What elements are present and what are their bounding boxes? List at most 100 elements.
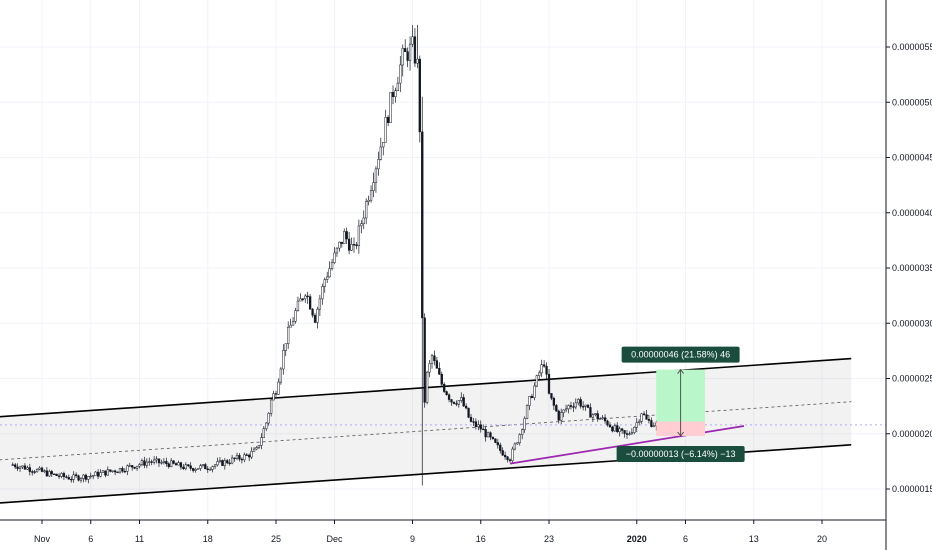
- candle-body: [496, 442, 499, 446]
- candle-body: [606, 420, 609, 426]
- candle-body: [589, 407, 592, 418]
- candle-body: [269, 399, 273, 414]
- time-tick-label: 11: [135, 534, 144, 544]
- candle-body: [489, 432, 492, 438]
- candle-body: [226, 460, 229, 464]
- candle-body: [191, 468, 195, 471]
- candle-body: [35, 469, 39, 473]
- candle-body: [430, 355, 434, 364]
- candle-body: [306, 295, 309, 297]
- candle-body: [11, 464, 14, 466]
- candle-body: [603, 417, 607, 422]
- candle-body: [628, 433, 631, 435]
- candle-body: [584, 404, 587, 407]
- candle-body: [106, 469, 109, 476]
- candle-body: [133, 466, 136, 469]
- candle-body: [516, 442, 519, 445]
- candle-body: [55, 473, 58, 477]
- candle-body: [477, 424, 480, 427]
- candle-body: [642, 413, 646, 415]
- candle-body: [469, 417, 473, 422]
- candle-body: [357, 225, 361, 247]
- candle-body: [411, 36, 414, 45]
- measure-arrow-up-icon: [677, 368, 684, 374]
- candle-body: [384, 117, 387, 143]
- candle-body: [389, 92, 392, 123]
- candle-body: [172, 460, 175, 464]
- candle-body: [474, 421, 478, 427]
- candle-body: [377, 159, 380, 170]
- candle-body: [557, 410, 560, 421]
- candle-body: [272, 393, 275, 401]
- time-axis[interactable]: Nov 6 11 18 25 Dec 9 16 23 2020 6 13 20: [0, 519, 886, 544]
- candle-body: [404, 48, 407, 52]
- candle-body: [574, 402, 577, 408]
- candle-body: [352, 244, 356, 246]
- candle-body: [274, 393, 278, 395]
- measure-lower-label-text: −0.00000013 (−6.14%) −13: [626, 449, 736, 459]
- candle-body: [567, 405, 570, 410]
- measure-tool[interactable]: 0.00000046 (21.58%) 46 −0.00000013 (−6.14…: [616, 346, 745, 462]
- measure-lower-label-bg: [616, 445, 745, 462]
- candle-body: [240, 458, 244, 461]
- price-tick-label: 0.00000550: [892, 42, 932, 52]
- price-tick-label: 0.00000350: [892, 263, 932, 273]
- candle-body: [591, 414, 595, 418]
- candle-body: [613, 425, 616, 432]
- candle-body: [316, 308, 319, 323]
- candlestick-series: [11, 24, 658, 486]
- candle-body: [360, 223, 363, 227]
- candle-body: [148, 461, 151, 463]
- candle-body: [48, 471, 51, 477]
- candle-body: [540, 364, 543, 374]
- candle-body: [96, 471, 100, 477]
- candle-body: [74, 474, 78, 477]
- candle-body: [282, 350, 285, 370]
- candle-body: [608, 424, 612, 428]
- candle-body: [550, 393, 553, 399]
- candle-body: [645, 414, 648, 420]
- time-tick-label: 16: [476, 534, 486, 544]
- candle-body: [620, 428, 624, 431]
- price-channel[interactable]: [0, 357, 886, 504]
- candle-body: [330, 262, 334, 269]
- candle-body: [623, 430, 626, 434]
- candle-body: [84, 474, 88, 480]
- candle-body: [313, 314, 317, 323]
- candle-body: [218, 460, 222, 462]
- candle-body: [65, 476, 68, 478]
- candle-body: [533, 385, 536, 398]
- candle-body: [581, 406, 585, 408]
- candle-body: [350, 244, 353, 251]
- time-tick-label: 6: [88, 534, 93, 544]
- candle-body: [408, 43, 412, 61]
- candle-body: [374, 168, 378, 183]
- time-tick-label: 23: [544, 534, 554, 544]
- candle-body: [21, 465, 24, 468]
- candle-body: [328, 268, 331, 278]
- candle-body: [338, 241, 341, 249]
- measure-upper-label-text: 0.00000046 (21.58%) 46: [631, 350, 730, 360]
- candle-body: [252, 448, 256, 452]
- time-tick-label: 13: [749, 534, 759, 544]
- candle-body: [467, 407, 470, 418]
- candle-body: [201, 464, 205, 466]
- candle-body: [552, 398, 556, 406]
- candle-body: [111, 470, 114, 472]
- candle-body: [230, 457, 234, 464]
- price-tick-label: 0.00000200: [892, 429, 932, 439]
- candle-body: [250, 450, 253, 458]
- candle-body: [382, 141, 385, 148]
- candle-body: [513, 443, 517, 450]
- candle-body: [594, 413, 597, 415]
- candle-body: [33, 471, 36, 473]
- price-tick-label: 0.00000250: [892, 374, 932, 384]
- candle-body: [365, 201, 368, 219]
- candle-body: [243, 454, 246, 461]
- candle-body: [128, 465, 131, 467]
- candle-body: [326, 276, 329, 280]
- price-axis[interactable]: 0.00000550 0.00000500 0.00000450 0.00000400…: [885, 0, 932, 550]
- candle-body: [367, 199, 370, 202]
- candle-body: [572, 406, 575, 408]
